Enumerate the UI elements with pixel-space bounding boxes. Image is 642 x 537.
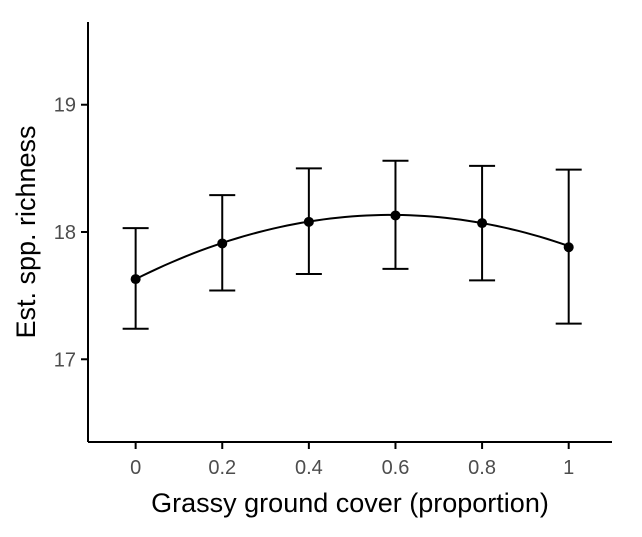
data-point	[390, 210, 401, 221]
x-tick-label: 0.6	[382, 457, 410, 479]
data-point	[130, 274, 141, 285]
data-point	[563, 242, 574, 253]
x-axis-title: Grassy ground cover (proportion)	[151, 488, 549, 518]
y-tick-label: 17	[54, 349, 76, 371]
fit-curve	[135, 213, 570, 280]
x-tick-label: 0	[130, 457, 141, 479]
y-tick-label: 18	[54, 222, 76, 244]
data-point	[303, 216, 314, 227]
x-tick-label: 0.2	[208, 457, 236, 479]
data-point	[477, 218, 488, 229]
y-tick-label: 19	[54, 95, 76, 117]
y-axis-title: Est. spp. richness	[11, 125, 41, 338]
x-tick-label: 0.8	[468, 457, 496, 479]
plot-area: 0 0.2 0.4 0.6 0.8 1 17 18 19	[54, 22, 612, 479]
data-point	[217, 238, 228, 249]
x-tick-label: 1	[563, 457, 574, 479]
x-tick-label: 0.4	[295, 457, 323, 479]
